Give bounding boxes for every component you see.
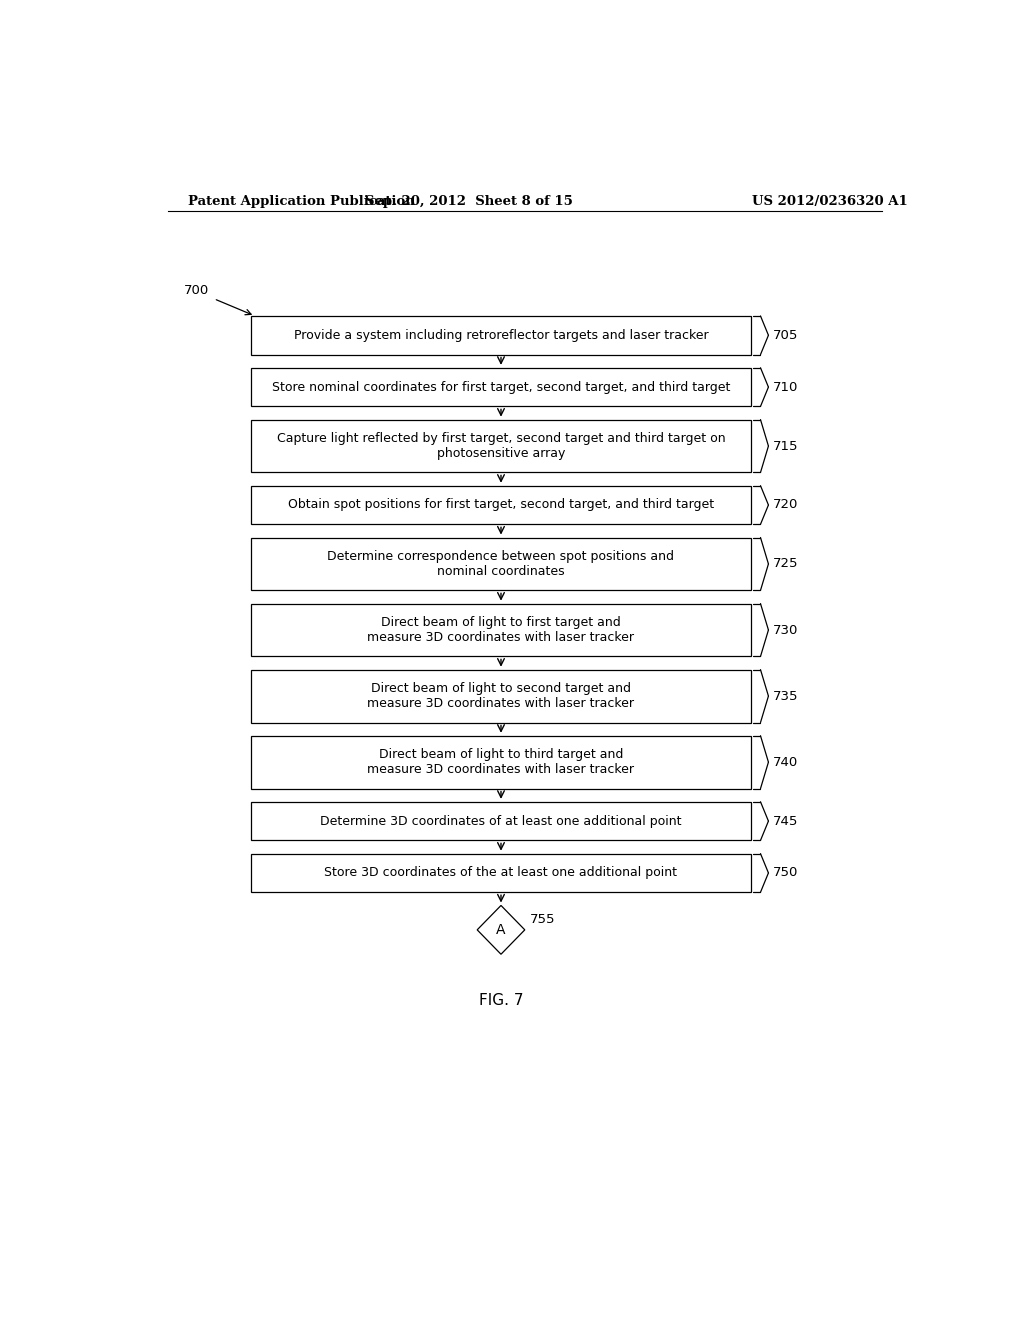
Text: Store 3D coordinates of the at least one additional point: Store 3D coordinates of the at least one… (325, 866, 678, 879)
Text: Sep. 20, 2012  Sheet 8 of 15: Sep. 20, 2012 Sheet 8 of 15 (366, 194, 573, 207)
Bar (251, 603, 751, 656)
Text: Capture light reflected by first target, second target and third target on
photo: Capture light reflected by first target,… (276, 432, 725, 461)
Text: Determine correspondence between spot positions and
nominal coordinates: Determine correspondence between spot po… (328, 550, 675, 578)
Text: Provide a system including retroreflector targets and laser tracker: Provide a system including retroreflecto… (294, 329, 709, 342)
Text: 735: 735 (773, 689, 799, 702)
Text: FIG. 7: FIG. 7 (479, 993, 523, 1008)
Polygon shape (477, 906, 524, 954)
Bar (251, 669, 751, 722)
Text: US 2012/0236320 A1: US 2012/0236320 A1 (753, 194, 908, 207)
Text: Obtain spot positions for first target, second target, and third target: Obtain spot positions for first target, … (288, 499, 714, 511)
Bar (251, 801, 751, 841)
Text: Patent Application Publication: Patent Application Publication (187, 194, 415, 207)
Text: 710: 710 (773, 380, 799, 393)
Bar (251, 420, 751, 473)
Text: Direct beam of light to first target and
measure 3D coordinates with laser track: Direct beam of light to first target and… (368, 616, 635, 644)
Text: 725: 725 (773, 557, 799, 570)
Text: 700: 700 (183, 284, 209, 297)
Text: Direct beam of light to third target and
measure 3D coordinates with laser track: Direct beam of light to third target and… (368, 748, 635, 776)
Bar (251, 735, 751, 788)
Bar (251, 537, 751, 590)
Bar (251, 854, 751, 892)
Bar (251, 315, 751, 355)
Text: A: A (497, 923, 506, 937)
Text: 720: 720 (773, 499, 799, 511)
Text: 705: 705 (773, 329, 799, 342)
Text: 730: 730 (773, 623, 799, 636)
Bar (251, 368, 751, 407)
Text: Direct beam of light to second target and
measure 3D coordinates with laser trac: Direct beam of light to second target an… (368, 682, 635, 710)
Text: 745: 745 (773, 814, 799, 828)
Text: 755: 755 (529, 913, 555, 927)
Text: Determine 3D coordinates of at least one additional point: Determine 3D coordinates of at least one… (321, 814, 682, 828)
Text: 750: 750 (773, 866, 799, 879)
Text: 715: 715 (773, 440, 799, 453)
Text: Store nominal coordinates for first target, second target, and third target: Store nominal coordinates for first targ… (271, 380, 730, 393)
Text: 740: 740 (773, 755, 799, 768)
Bar (251, 486, 751, 524)
